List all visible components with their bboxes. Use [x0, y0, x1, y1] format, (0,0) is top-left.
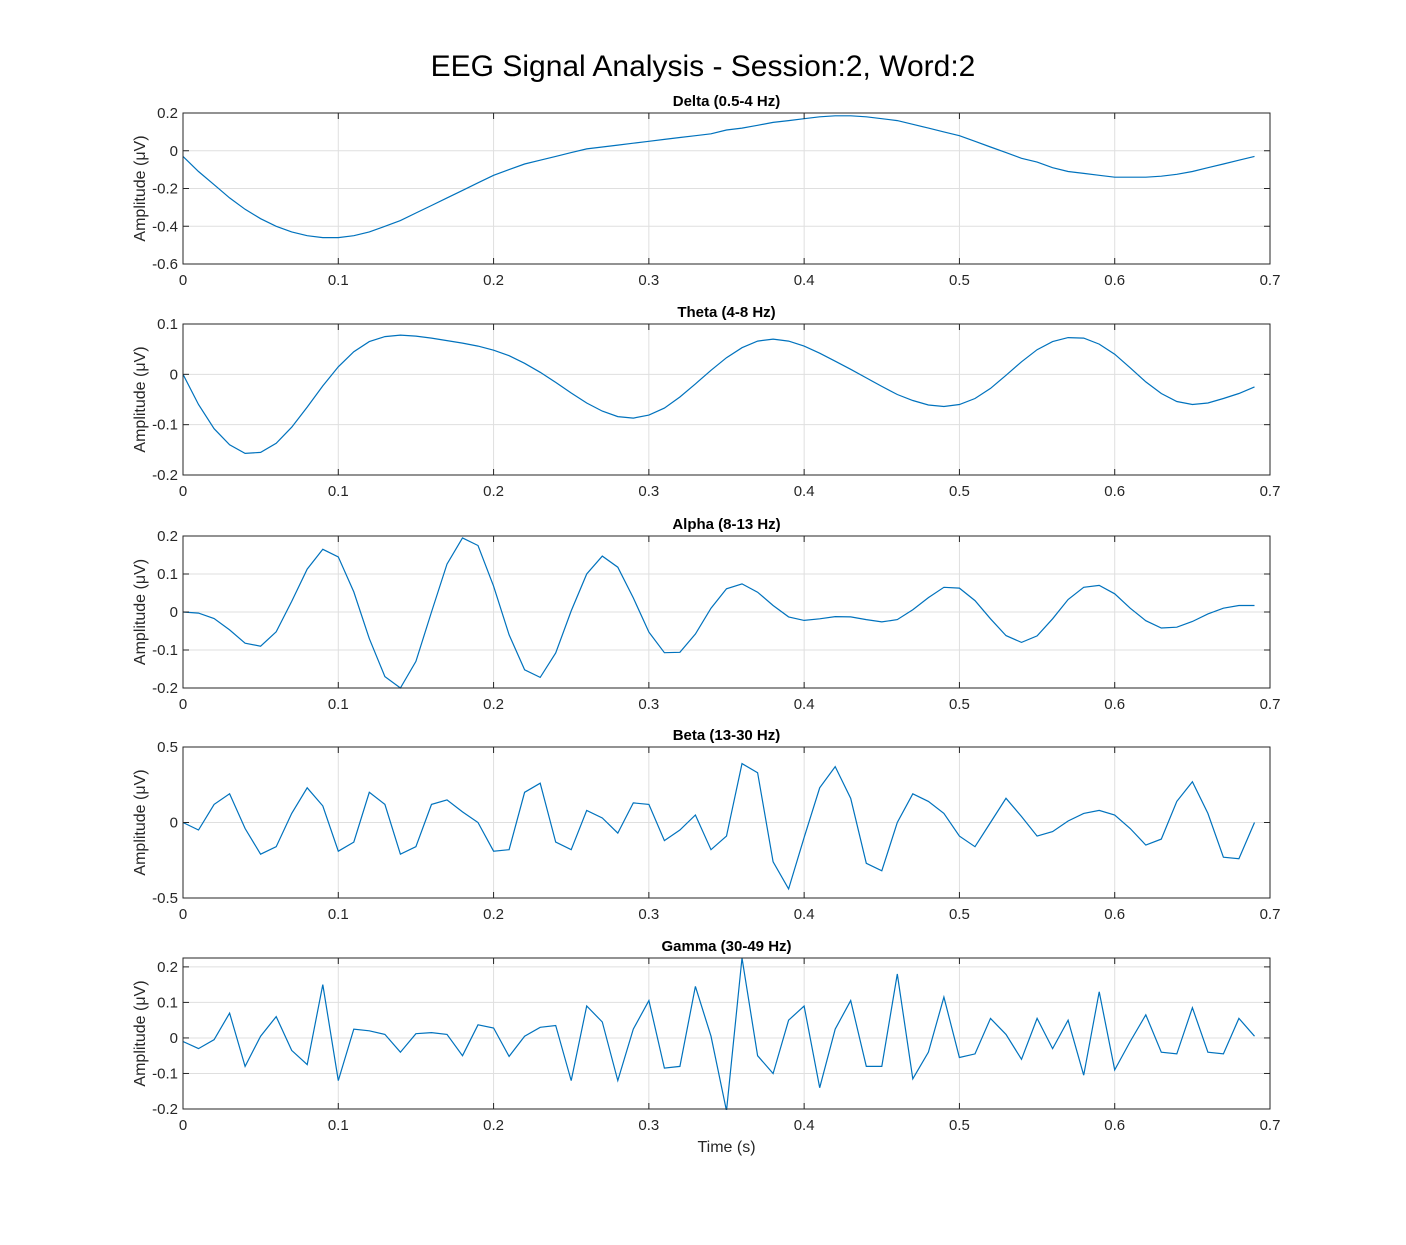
- series-line: [183, 334, 1255, 455]
- y-axis-label: Amplitude (μV): [132, 559, 149, 665]
- subplot-5: 0 0.1 0.2 0.3 0.4 0.5 0.6 0.7 -0.2 -0.1 0 0.1 0.2 Gam…: [132, 938, 1280, 1156]
- x-tick-label: 0.6: [1104, 906, 1125, 923]
- x-tick-label: 0.5: [949, 696, 970, 713]
- x-tick-label: 0.1: [328, 272, 349, 289]
- y-tick-label: -0.2: [152, 467, 178, 484]
- x-tick-label: 0.4: [794, 483, 815, 500]
- subplot-title: Theta (4-8 Hz): [677, 304, 775, 321]
- subplot-title: Gamma (30-49 Hz): [661, 938, 791, 955]
- y-tick-label: 0: [170, 815, 178, 832]
- y-tick-label: 0: [170, 1030, 178, 1047]
- x-tick-label: 0.3: [638, 272, 659, 289]
- x-tick-label: 0.7: [1260, 696, 1281, 713]
- series-line: [183, 957, 1255, 1110]
- axes-box: [182, 323, 1271, 476]
- y-tick-label: 0: [170, 366, 178, 383]
- x-tick-label: 0: [179, 696, 187, 713]
- x-tick-label: 0.3: [638, 1117, 659, 1134]
- y-tick-label: 0: [170, 143, 178, 160]
- y-axis-label: Amplitude (μV): [132, 769, 149, 875]
- y-tick-label: -0.2: [152, 181, 178, 198]
- y-tick-label: -0.1: [152, 642, 178, 659]
- subplot-title: Beta (13-30 Hz): [673, 727, 781, 744]
- x-tick-label: 0.1: [328, 483, 349, 500]
- x-tick-label: 0.6: [1104, 483, 1125, 500]
- y-tick-label: -0.1: [152, 417, 178, 434]
- y-tick-label: 0.1: [157, 566, 178, 583]
- y-tick-label: -0.1: [152, 1065, 178, 1082]
- x-tick-label: 0.2: [483, 906, 504, 923]
- x-tick-label: 0.4: [794, 272, 815, 289]
- x-tick-label: 0.7: [1260, 906, 1281, 923]
- x-tick-label: 0.5: [949, 1117, 970, 1134]
- y-tick-label: -0.6: [152, 256, 178, 273]
- y-tick-label: 0.1: [157, 316, 178, 333]
- plot-area: [183, 324, 1270, 475]
- y-tick-label: -0.4: [152, 218, 178, 235]
- series-line: [183, 115, 1255, 239]
- subplot-3: 0 0.1 0.2 0.3 0.4 0.5 0.6 0.7 -0.2 -0.1 0 0.1 0.2 Alp…: [132, 516, 1280, 713]
- x-tick-label: 0.3: [638, 483, 659, 500]
- x-tick-label: 0.1: [328, 696, 349, 713]
- x-tick-label: 0.6: [1104, 1117, 1125, 1134]
- series-line: [183, 762, 1256, 891]
- y-tick-label: 0.5: [157, 739, 178, 756]
- x-tick-label: 0.3: [638, 906, 659, 923]
- x-tick-label: 0.2: [483, 696, 504, 713]
- y-tick-label: 0.2: [157, 959, 178, 976]
- x-tick-label: 0: [179, 906, 187, 923]
- x-tick-label: 0.2: [483, 272, 504, 289]
- y-axis-label: Amplitude (μV): [132, 346, 149, 452]
- y-tick-label: 0.1: [157, 994, 178, 1011]
- subplot-1: 0 0.1 0.2 0.3 0.4 0.5 0.6 0.7 -0.6 -0.4 -0.2 0 0.2 De…: [132, 93, 1280, 289]
- plot-area: [183, 958, 1270, 1109]
- x-tick-label: 0.6: [1104, 272, 1125, 289]
- x-tick-label: 0: [179, 272, 187, 289]
- x-tick-label: 0.5: [949, 272, 970, 289]
- y-tick-label: -0.2: [152, 1101, 178, 1118]
- x-tick-label: 0.2: [483, 483, 504, 500]
- x-tick-label: 0.1: [328, 1117, 349, 1134]
- y-tick-label: -0.2: [152, 680, 178, 697]
- x-tick-label: 0.7: [1260, 483, 1281, 500]
- x-tick-label: 0.3: [638, 696, 659, 713]
- x-tick-label: 0.4: [794, 696, 815, 713]
- y-axis-label: Amplitude (μV): [132, 135, 149, 241]
- x-tick-label: 0.1: [328, 906, 349, 923]
- figure-title: EEG Signal Analysis - Session:2, Word:2: [431, 50, 976, 83]
- x-tick-label: 0.5: [949, 483, 970, 500]
- subplot-title: Delta (0.5-4 Hz): [673, 93, 781, 110]
- y-tick-label: 0.2: [157, 105, 178, 122]
- y-tick-label: 0: [170, 604, 178, 621]
- x-axis-label: Time (s): [697, 1139, 755, 1156]
- y-tick-label: -0.5: [152, 890, 178, 907]
- x-tick-label: 0.4: [794, 1117, 815, 1134]
- x-tick-label: 0: [179, 483, 187, 500]
- x-tick-label: 0.2: [483, 1117, 504, 1134]
- x-tick-label: 0.4: [794, 906, 815, 923]
- y-axis-label: Amplitude (μV): [132, 980, 149, 1086]
- x-tick-label: 0.7: [1260, 1117, 1281, 1134]
- x-tick-label: 0.5: [949, 906, 970, 923]
- subplots-container: 0 0.1 0.2 0.3 0.4 0.5 0.6 0.7-0.6-0.4-0.200.2De…: [132, 93, 1280, 1156]
- subplot-title: Alpha (8-13 Hz): [672, 516, 780, 533]
- y-tick-label: 0.2: [157, 528, 178, 545]
- x-tick-label: 0.7: [1260, 272, 1281, 289]
- axes-box: [182, 957, 1271, 1110]
- x-tick-label: 0: [179, 1117, 187, 1134]
- subplot-2: 0 0.1 0.2 0.3 0.4 0.5 0.6 0.7 -0.2 -0.1 0 0.1 Theta …: [132, 304, 1280, 500]
- series-line: [183, 537, 1255, 689]
- x-tick-label: 0.6: [1104, 696, 1125, 713]
